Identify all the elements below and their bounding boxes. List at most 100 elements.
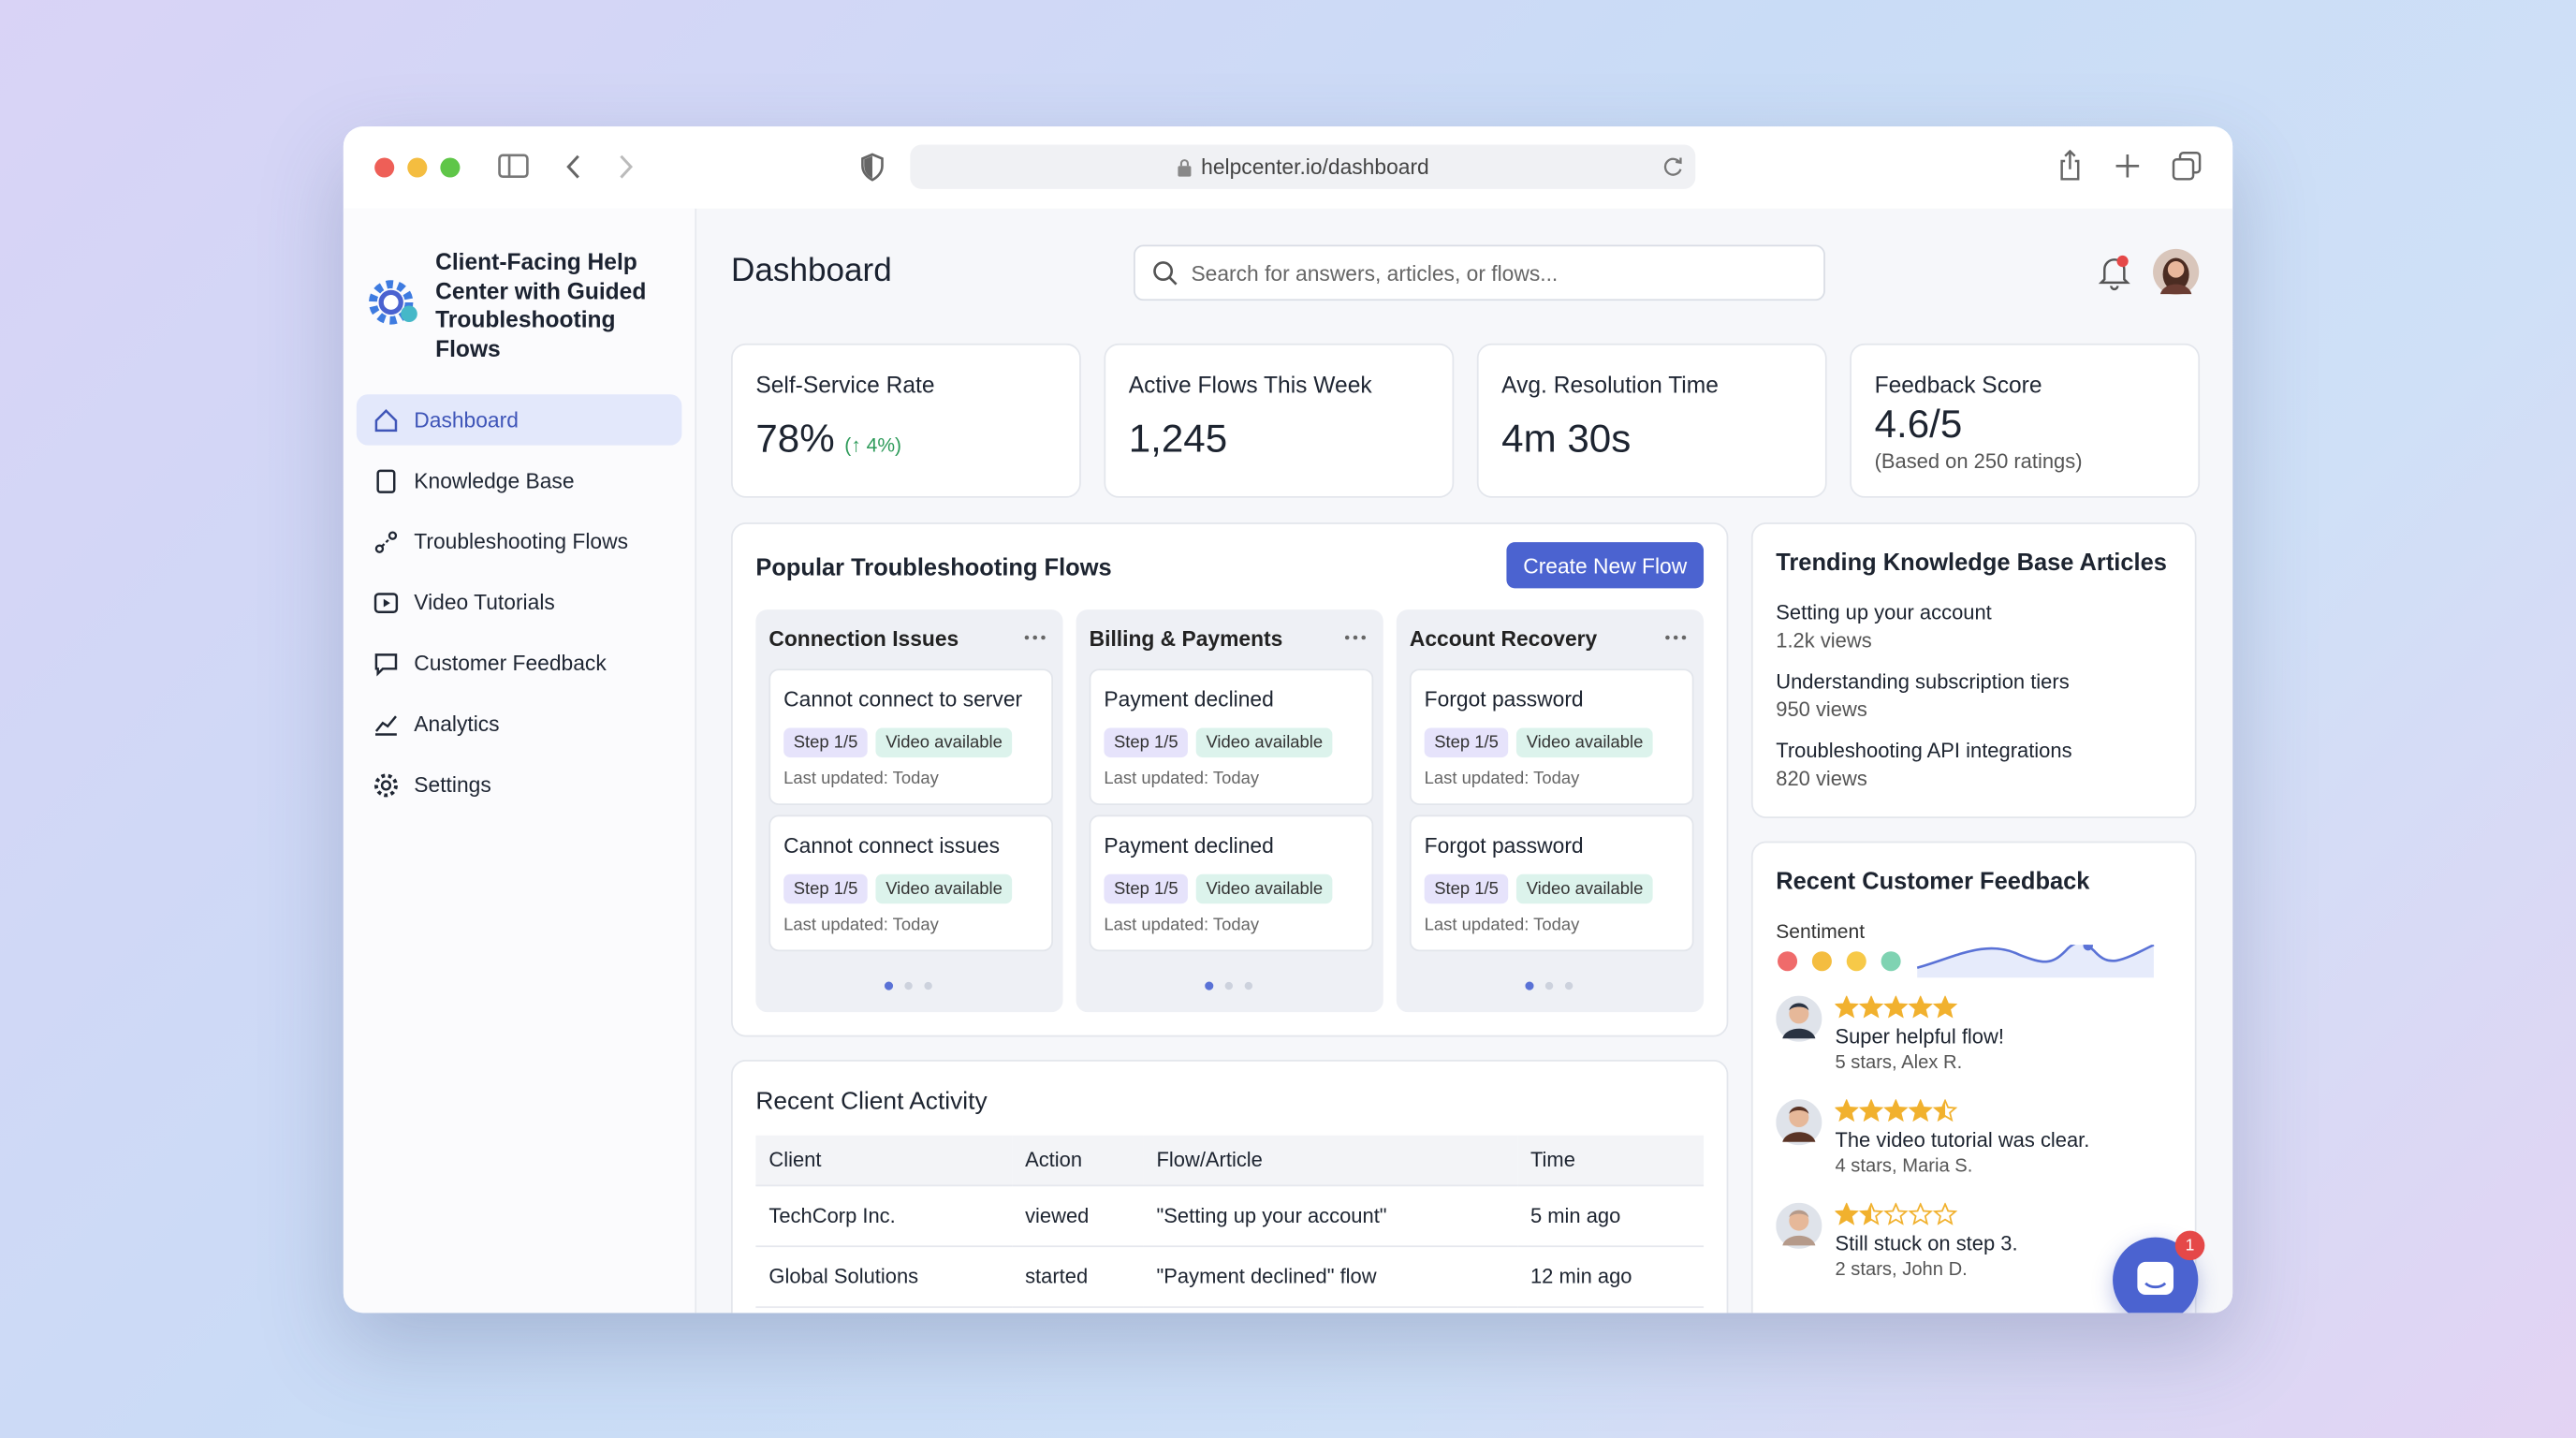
column-title: Account Recovery <box>1409 625 1598 652</box>
nav-label: Knowledge Base <box>414 468 575 493</box>
chat-badge: 1 <box>2174 1230 2205 1261</box>
article-item[interactable]: Understanding subscription tiers 950 view… <box>1776 670 2069 721</box>
chat-button[interactable]: 1 <box>2113 1230 2205 1313</box>
table-cell: 5 min ago <box>1516 1185 1705 1248</box>
reload-icon[interactable] <box>1662 156 1684 178</box>
flow-updated: Last updated: Today <box>1104 769 1260 789</box>
column-menu[interactable] <box>1344 634 1368 640</box>
flow-card[interactable]: Cannot connect issues Step 1/5 Video avail… <box>768 814 1054 952</box>
stat-label: Self-Service Rate <box>755 371 935 398</box>
video-tag: Video available <box>1195 873 1333 904</box>
tabs-button[interactable] <box>2172 151 2202 181</box>
article-item[interactable]: Setting up your account 1.2k views <box>1776 601 1992 652</box>
flow-card[interactable]: Forgot password Step 1/5 Video available La… <box>1409 668 1694 805</box>
user-avatar[interactable] <box>2152 248 2200 296</box>
nav-item[interactable]: Customer Feedback <box>357 638 682 688</box>
flow-tags: Step 1/5 Video available <box>1424 873 1661 904</box>
nav-icon <box>374 714 397 735</box>
carousel-dots <box>1205 981 1253 990</box>
stat-value-row: 4.6/5 <box>1875 403 1963 448</box>
nav-item[interactable]: Knowledge Base <box>357 455 682 506</box>
search-icon <box>1153 261 1178 286</box>
stat-value: 78% <box>755 417 835 462</box>
stat-value: 1,245 <box>1128 417 1228 462</box>
flow-card[interactable]: Payment declined Step 1/5 Video available L… <box>1089 668 1374 805</box>
lock-icon <box>1178 158 1192 176</box>
column-menu[interactable] <box>1664 634 1688 640</box>
flow-updated: Last updated: Today <box>1424 769 1580 789</box>
carousel-dots <box>1525 981 1573 990</box>
share-button[interactable] <box>2056 149 2083 183</box>
app-title: Client-Facing Help Center with Guided Tr… <box>435 248 647 361</box>
nav-item[interactable]: Analytics <box>357 698 682 749</box>
flow-column: Billing & Payments Payment declined Step 1… <box>1076 609 1383 1013</box>
flow-title: Payment declined <box>1104 832 1274 858</box>
notification-bell[interactable] <box>2098 255 2130 291</box>
reviewer-avatar <box>1776 995 1822 1042</box>
sidebar-toggle[interactable] <box>498 153 531 181</box>
logo <box>369 280 417 325</box>
nav-item[interactable]: Settings <box>357 759 682 810</box>
nav-icon <box>374 408 398 432</box>
feedback-panel: Recent Customer Feedback Sentiment Super… <box>1750 841 2197 1313</box>
shield-icon <box>861 153 884 182</box>
flows-title: Popular Troubleshooting Flows <box>755 555 1112 582</box>
stat-value-row: 4m 30s <box>1501 418 1631 463</box>
stat-card: Feedback Score 4.6/5 (Based on 250 ratings… <box>1850 343 2201 498</box>
table-cell: started <box>1012 1246 1144 1309</box>
step-tag: Step 1/5 <box>1424 873 1509 904</box>
articles-title: Trending Knowledge Base Articles <box>1776 550 2167 578</box>
stat-value: 4.6/5 <box>1874 402 1963 448</box>
search-placeholder: Search for answers, articles, or flows..… <box>1191 260 1559 286</box>
nav-icon <box>374 530 398 552</box>
feedback-text: Still stuck on step 3. <box>1835 1232 2018 1255</box>
flow-card[interactable]: Forgot password Step 1/5 Video available La… <box>1409 814 1694 952</box>
article-views: 820 views <box>1776 767 1867 791</box>
flow-tags: Step 1/5 Video available <box>1104 873 1340 904</box>
flow-card[interactable]: Payment declined Step 1/5 Video available L… <box>1089 814 1374 952</box>
nav-icon <box>373 592 399 613</box>
table-cell: "Setting up your account" <box>1143 1185 1517 1248</box>
address-bar[interactable]: helpcenter.io/dashboard <box>910 144 1696 189</box>
nav-item[interactable]: Troubleshooting Flows <box>357 516 682 566</box>
nav-item[interactable]: Dashboard <box>356 394 682 446</box>
step-tag: Step 1/5 <box>1104 727 1189 758</box>
nav-label: Dashboard <box>414 407 519 433</box>
column-header: Time <box>1516 1135 1705 1187</box>
nav-label: Analytics <box>414 711 500 737</box>
star-rating <box>1835 995 1958 1019</box>
create-flow-button[interactable]: Create New Flow <box>1506 542 1705 589</box>
nav-label: Customer Feedback <box>414 651 607 676</box>
carousel-dots <box>884 981 932 990</box>
forward-button[interactable] <box>616 153 636 181</box>
article-item[interactable]: Troubleshooting API integrations 820 view… <box>1776 740 2071 790</box>
browser-window: helpcenter.io/dashboard Client-Facing He… <box>343 126 2233 1313</box>
column-header: Flow/Article <box>1143 1135 1517 1187</box>
nav-icon <box>374 653 398 676</box>
feedback-item: The video tutorial was clear. 4 stars, M… <box>1776 1099 2187 1191</box>
video-tag: Video available <box>1195 727 1333 758</box>
flow-title: Cannot connect to server <box>783 686 1023 712</box>
table-cell: viewed <box>1012 1185 1144 1248</box>
column-menu[interactable] <box>1023 634 1046 640</box>
column-title: Connection Issues <box>768 625 959 652</box>
url-text: helpcenter.io/dashboard <box>1201 154 1429 180</box>
video-tag: Video available <box>875 727 1013 758</box>
minimize-button[interactable] <box>407 157 428 178</box>
search-box[interactable]: Search for answers, articles, or flows..… <box>1134 244 1825 301</box>
stat-note: (Based on 250 ratings) <box>1874 449 2083 474</box>
activity-title: Recent Client Activity <box>755 1087 988 1116</box>
table-cell: TechCorp Inc. <box>755 1185 1013 1248</box>
article-title: Setting up your account <box>1776 601 1992 624</box>
flow-updated: Last updated: Today <box>783 915 939 935</box>
close-button[interactable] <box>374 157 395 178</box>
flow-title: Forgot password <box>1424 832 1584 858</box>
nav-item[interactable]: Video Tutorials <box>357 577 682 627</box>
stat-label: Feedback Score <box>1874 371 2042 398</box>
new-tab-button[interactable] <box>2115 153 2141 179</box>
zoom-button[interactable] <box>440 157 461 178</box>
flow-title: Payment declined <box>1104 686 1274 712</box>
article-title: Troubleshooting API integrations <box>1776 739 2072 763</box>
flow-card[interactable]: Cannot connect to server Step 1/5 Video av… <box>768 668 1054 805</box>
back-button[interactable] <box>564 153 583 181</box>
